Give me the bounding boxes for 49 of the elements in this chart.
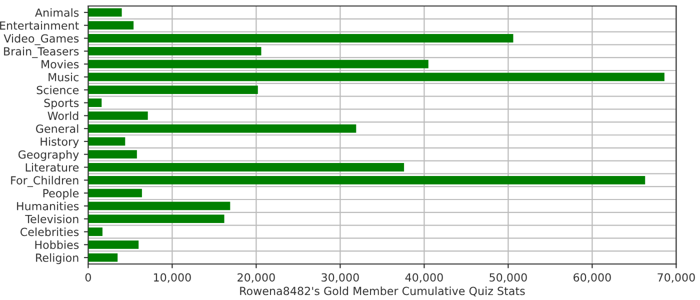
bar — [88, 176, 646, 184]
bar — [88, 86, 258, 94]
x-tick-label: 30,000 — [322, 273, 359, 283]
y-tick-label: Video_Games — [4, 34, 79, 46]
x-axis-title: Rowena8482's Gold Member Cumulative Quiz Stats — [240, 286, 525, 296]
bar — [88, 21, 134, 30]
y-tick-label: Brain_Teasers — [4, 46, 79, 58]
x-tick-label: 10,000 — [154, 273, 191, 283]
y-tick-label: Celebrities — [20, 228, 79, 236]
bar — [88, 72, 664, 82]
y-tick-label: Religion — [36, 253, 78, 264]
y-tick-label: People — [43, 188, 79, 200]
bar — [88, 253, 118, 262]
bar — [88, 34, 514, 42]
x-tick-label: 20,000 — [238, 273, 275, 283]
y-tick-label: Humanities — [17, 202, 79, 210]
y-tick-label: Music — [48, 72, 78, 82]
x-tick-label: 70,000 — [658, 273, 695, 283]
y-tick-label: Science — [36, 86, 79, 94]
y-tick-label: Movies — [42, 60, 79, 68]
bar — [88, 46, 262, 56]
y-tick-label: For_Children — [11, 176, 78, 187]
bar — [88, 150, 137, 159]
y-tick-label: General — [36, 124, 78, 133]
y-tick-label: Geography — [18, 150, 79, 161]
bar — [88, 228, 102, 236]
bar — [88, 240, 139, 249]
y-tick-label: Animals — [35, 8, 79, 17]
bar — [88, 188, 142, 198]
bar — [88, 98, 102, 107]
x-tick-label: 50,000 — [490, 273, 527, 283]
y-tick-label: History — [40, 137, 79, 148]
bar — [88, 111, 148, 120]
y-tick-label: Hobbies — [35, 240, 79, 250]
y-tick-label: Television — [25, 214, 78, 224]
x-tick-label: 60,000 — [574, 273, 611, 283]
bar — [88, 163, 404, 172]
y-tick-label: World — [48, 111, 78, 120]
bar — [88, 202, 230, 210]
bar — [88, 60, 428, 68]
bar — [88, 8, 122, 17]
bar — [88, 137, 126, 146]
bar — [88, 124, 356, 133]
x-tick-label: 40,000 — [405, 273, 443, 283]
y-tick-label: Entertainment — [0, 21, 79, 30]
x-tick-label: 0 — [85, 273, 91, 282]
y-tick-label: Sports — [44, 98, 79, 110]
y-tick-label: Literature — [26, 163, 79, 172]
bar — [88, 214, 224, 224]
